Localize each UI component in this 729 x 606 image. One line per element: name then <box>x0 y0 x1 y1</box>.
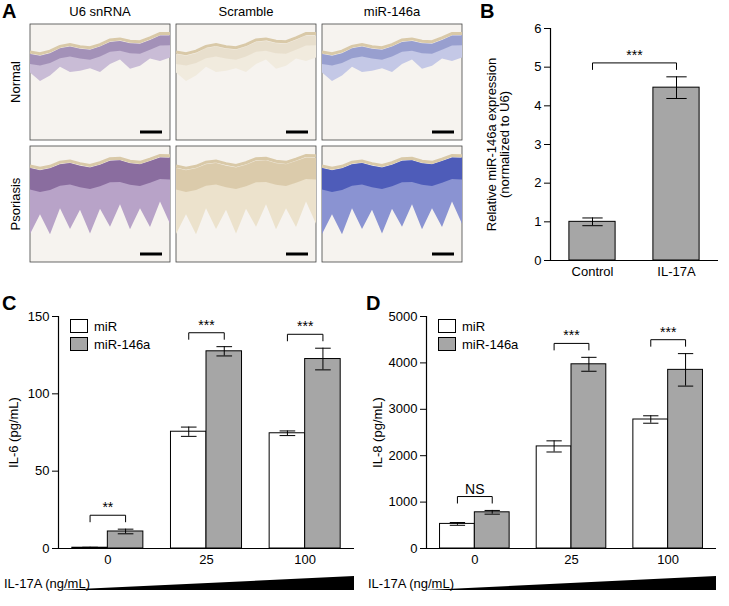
svg-text:6: 6 <box>534 21 541 36</box>
svg-text:Normal: Normal <box>8 61 23 103</box>
html-text:miR: miR <box>462 319 486 334</box>
svg-text:25: 25 <box>564 552 578 567</box>
svg-text:***: *** <box>563 327 580 343</box>
svg-text:***: *** <box>198 317 215 333</box>
svg-text:***: *** <box>660 324 677 340</box>
svg-text:100: 100 <box>28 386 50 401</box>
svg-text:5000: 5000 <box>389 309 418 324</box>
svg-text:IL-8 (pg/mL): IL-8 (pg/mL) <box>370 397 385 468</box>
svg-text:Scramble: Scramble <box>219 4 274 19</box>
html-text:IL-17A (ng/mL): IL-17A (ng/mL) <box>4 576 90 591</box>
svg-text:25: 25 <box>199 552 213 567</box>
svg-text:0: 0 <box>42 541 49 556</box>
svg-text:100: 100 <box>294 552 316 567</box>
svg-text:**: ** <box>102 499 113 515</box>
svg-text:3000: 3000 <box>389 401 418 416</box>
svg-text:1000: 1000 <box>389 494 418 509</box>
html-text:miR: miR <box>94 319 118 334</box>
svg-text:IL-17A: IL-17A <box>657 264 696 279</box>
svg-text:5: 5 <box>534 59 541 74</box>
svg-text:0: 0 <box>410 541 417 556</box>
svg-text:2000: 2000 <box>389 448 418 463</box>
svg-text:3: 3 <box>534 137 541 152</box>
svg-text:50: 50 <box>35 463 49 478</box>
svg-text:4000: 4000 <box>389 355 418 370</box>
svg-text:***: *** <box>297 318 314 334</box>
svg-text:0: 0 <box>104 552 111 567</box>
svg-text:2: 2 <box>534 175 541 190</box>
html-text:miR-146a: miR-146a <box>462 337 519 352</box>
svg-text:150: 150 <box>28 309 50 324</box>
svg-text:miR-146a: miR-146a <box>364 4 421 19</box>
svg-text:0: 0 <box>534 253 541 268</box>
html-text:miR-146a: miR-146a <box>94 337 151 352</box>
svg-text:U6 snRNA: U6 snRNA <box>69 4 131 19</box>
svg-text:4: 4 <box>534 98 541 113</box>
html-text:IL-17A (ng/mL): IL-17A (ng/mL) <box>368 576 454 591</box>
svg-text:Psoriasis: Psoriasis <box>8 177 23 230</box>
html-text:C: C <box>2 292 17 314</box>
svg-text:100: 100 <box>657 552 679 567</box>
html-text:A: A <box>2 0 17 22</box>
svg-text:1: 1 <box>534 214 541 229</box>
html-text:B: B <box>480 0 495 22</box>
svg-text:Relative miR-146a expression(n: Relative miR-146a expression(normalized … <box>484 58 512 231</box>
svg-text:IL-6 (pg/mL): IL-6 (pg/mL) <box>6 397 21 468</box>
svg-text:***: *** <box>626 47 643 63</box>
svg-text:NS: NS <box>465 481 484 497</box>
html-text:D: D <box>366 292 381 314</box>
svg-text:0: 0 <box>471 552 478 567</box>
svg-text:Control: Control <box>572 264 614 279</box>
